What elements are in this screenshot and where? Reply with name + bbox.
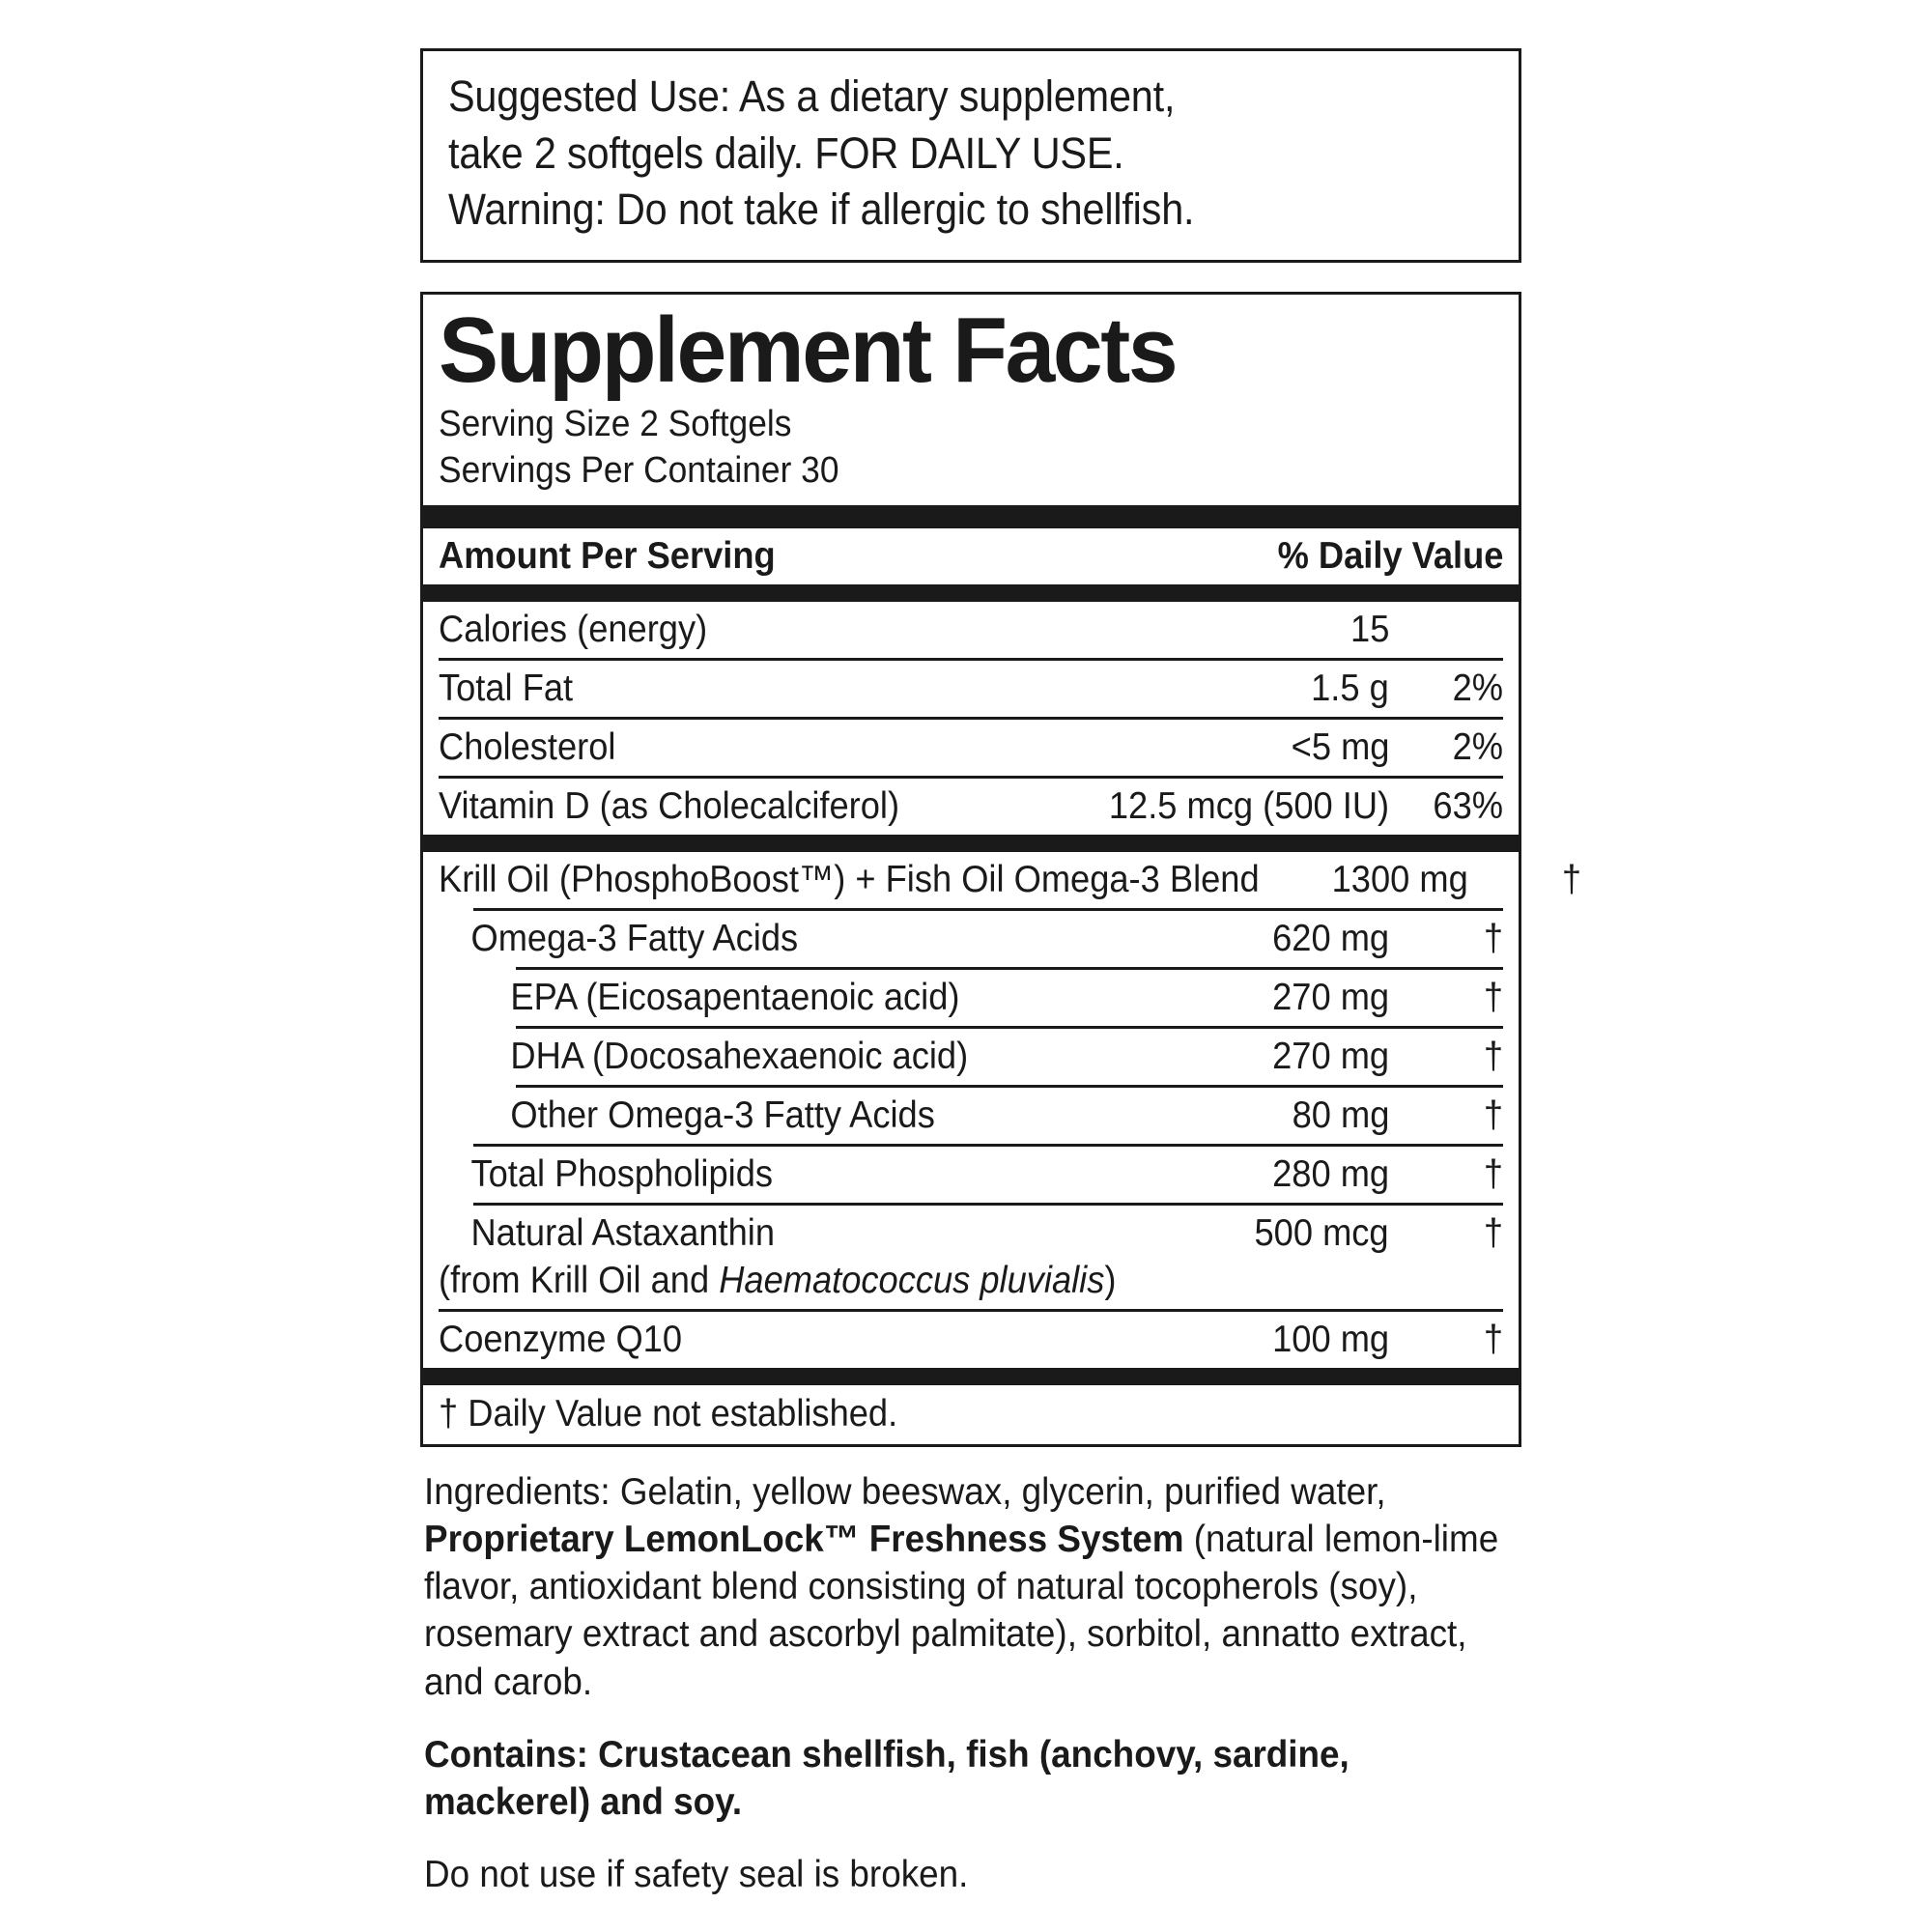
row-nutrient-name: Total Phospholipids (470, 1153, 774, 1195)
row-nutrient-name: Vitamin D (as Cholecalciferol) (439, 785, 900, 827)
row-divider (516, 967, 1503, 970)
row-divider (439, 1309, 1503, 1312)
nutrient-rows-top: Calories (energy) 15 Total Fat 1.5 g 2% Chole… (439, 602, 1503, 835)
daily-value-footnote: † Daily Value not established. (439, 1393, 898, 1435)
table-row: Coenzyme Q10 100 mg † (439, 1312, 1503, 1368)
row-daily-value: 2% (1452, 726, 1503, 768)
table-row: Natural Astaxanthin 500 mcg † (439, 1206, 1503, 1262)
row-daily-value: 2% (1452, 668, 1503, 709)
row-nutrient-name: Coenzyme Q10 (439, 1319, 683, 1360)
row-nutrient-name: DHA (Docosahexaenoic acid) (510, 1036, 969, 1077)
astaxanthin-source-note: (from Krill Oil and Haematococcus pluvia… (439, 1260, 1117, 1301)
row-daily-value: † (1483, 1094, 1503, 1136)
table-row: DHA (Docosahexaenoic acid) 270 mg † (439, 1029, 1503, 1085)
contains-label: Contains: (424, 1733, 588, 1776)
row-nutrient-name: Krill Oil (PhosphoBoost™) + Fish Oil Ome… (439, 859, 1260, 900)
suggested-use-line-1: Suggested Use: As a dietary supplement, (448, 71, 1176, 121)
row-amount: 80 mg (1292, 1094, 1389, 1136)
table-row: Vitamin D (as Cholecalciferol) 12.5 mcg (… (439, 779, 1503, 835)
ingredients-lead: Ingredients: Gelatin, yellow beeswax, gl… (424, 1471, 1386, 1513)
row-daily-value: 63% (1433, 785, 1503, 827)
table-row: Omega-3 Fatty Acids 620 mg † (439, 911, 1503, 967)
row-divider (516, 1026, 1503, 1029)
bottom-text-block: Ingredients: Gelatin, yellow beeswax, gl… (420, 1468, 1521, 1898)
row-nutrient-name: Total Fat (439, 668, 574, 709)
row-nutrient-name: Calories (energy) (439, 609, 708, 650)
row-amount: 100 mg (1272, 1319, 1389, 1360)
label-panel: Suggested Use: As a dietary supplement, … (420, 48, 1581, 1898)
row-amount: 15 (1350, 609, 1389, 650)
table-row: Calories (energy) 15 (439, 602, 1503, 658)
supplement-facts-box: Supplement Facts Serving Size 2 Softgels… (420, 291, 1581, 1447)
ingredients-rest: (natural lemon-lime flavor, antioxidant … (424, 1519, 1499, 1703)
divider-thick-top (423, 505, 1519, 528)
divider-mid-2 (423, 835, 1519, 852)
row-daily-value: † (1562, 859, 1582, 900)
row-daily-value: † (1483, 1212, 1503, 1254)
row-amount: 12.5 mcg (500 IU) (1108, 785, 1389, 827)
row-nutrient-name: Other Omega-3 Fatty Acids (510, 1094, 935, 1136)
column-header-row: Amount Per Serving % Daily Value (439, 528, 1503, 584)
row-amount: 1.5 g (1311, 668, 1389, 709)
serving-info: Serving Size 2 Softgels Servings Per Con… (439, 401, 1503, 506)
row-amount: 270 mg (1272, 1036, 1389, 1077)
row-nutrient-name: EPA (Eicosapentaenoic acid) (510, 977, 960, 1018)
safety-seal-warning: Do not use if safety seal is broken. (424, 1853, 969, 1895)
row-nutrient-name: Omega-3 Fatty Acids (470, 918, 799, 959)
serving-size: Serving Size 2 Softgels (439, 403, 792, 444)
table-row: Other Omega-3 Fatty Acids 80 mg † (439, 1088, 1503, 1144)
table-row: Total Fat 1.5 g 2% (439, 661, 1503, 717)
suggested-use-box: Suggested Use: As a dietary supplement, … (420, 48, 1521, 263)
contains-allergens: Crustacean shellfish, fish (anchovy, sar… (424, 1733, 1350, 1823)
row-amount: 620 mg (1272, 918, 1389, 959)
blend-rows: Krill Oil (PhosphoBoost™) + Fish Oil Ome… (439, 852, 1581, 1368)
contains-paragraph: Contains: Crustacean shellfish, fish (an… (424, 1731, 1511, 1826)
table-row: Cholesterol <5 mg 2% (439, 720, 1503, 776)
row-divider (439, 776, 1503, 779)
row-daily-value: † (1483, 1036, 1503, 1077)
row-divider (473, 1203, 1503, 1206)
row-divider (439, 717, 1503, 720)
row-nutrient-name: Cholesterol (439, 726, 616, 768)
row-amount: 280 mg (1272, 1153, 1389, 1195)
row-amount: 270 mg (1272, 977, 1389, 1018)
daily-value-header: % Daily Value (1277, 535, 1503, 577)
row-daily-value: † (1483, 918, 1503, 959)
row-nutrient-name: Natural Astaxanthin (470, 1212, 776, 1254)
table-row: Total Phospholipids 280 mg † (439, 1147, 1503, 1203)
row-daily-value: † (1483, 1319, 1503, 1360)
row-divider (516, 1085, 1503, 1088)
species-name: Haematococcus pluvialis (719, 1260, 1105, 1301)
supplement-facts-title: Supplement Facts (439, 298, 1179, 402)
row-daily-value: † (1483, 977, 1503, 1018)
row-divider (473, 908, 1503, 911)
row-amount: 1300 mg (1331, 859, 1468, 900)
amount-per-serving-header: Amount Per Serving (439, 535, 776, 577)
divider-mid-1 (423, 584, 1519, 602)
servings-per-container: Servings Per Container 30 (439, 449, 839, 491)
suggested-use-line-2: take 2 softgels daily. FOR DAILY USE. (448, 128, 1124, 178)
row-amount: 500 mcg (1254, 1212, 1389, 1254)
row-daily-value: † (1483, 1153, 1503, 1195)
row-divider (439, 658, 1503, 661)
suggested-use-line-3: Warning: Do not take if allergic to shel… (448, 185, 1195, 234)
ingredients-bold-brand: Proprietary LemonLock™ Freshness System (424, 1519, 1184, 1561)
table-row: EPA (Eicosapentaenoic acid) 270 mg † (439, 970, 1503, 1026)
row-amount: <5 mg (1291, 726, 1389, 768)
row-divider (473, 1144, 1503, 1147)
ingredients-paragraph: Ingredients: Gelatin, yellow beeswax, gl… (424, 1468, 1511, 1706)
divider-mid-3 (423, 1368, 1519, 1385)
table-row: Krill Oil (PhosphoBoost™) + Fish Oil Ome… (439, 852, 1581, 908)
